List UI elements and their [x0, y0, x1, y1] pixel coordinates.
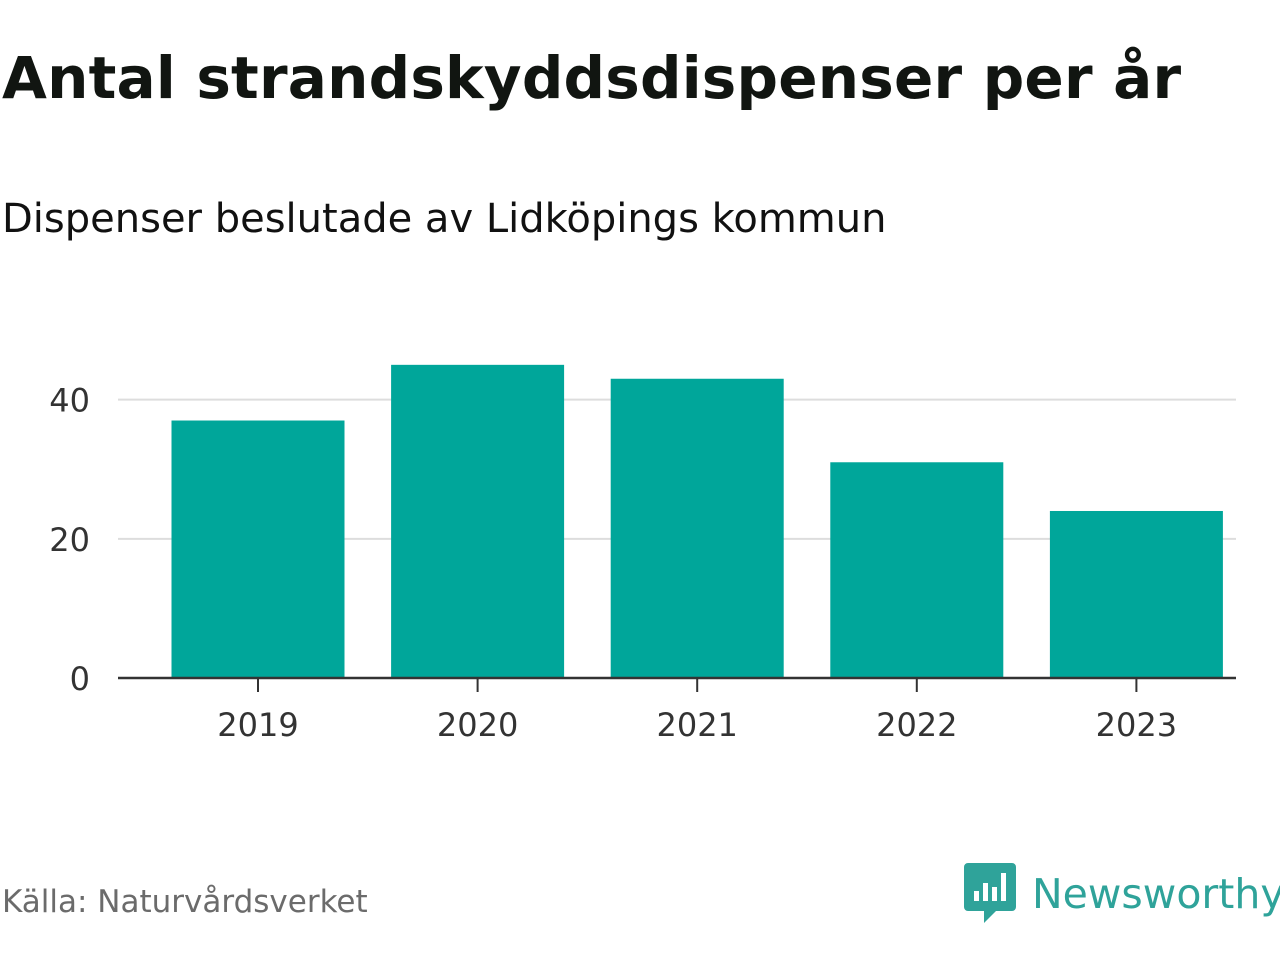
- y-tick-label: 0: [70, 660, 90, 698]
- chart-subtitle: Dispenser beslutade av Lidköpings kommun: [2, 196, 887, 242]
- bar-2020: [391, 364, 565, 678]
- bar-2019: [171, 420, 345, 678]
- bar-2022: [830, 462, 1004, 678]
- brand-logo: Newsworthy: [964, 862, 1280, 926]
- x-tick-label: 2020: [437, 706, 518, 744]
- x-tick-label: 2022: [876, 706, 957, 744]
- bar-2021: [610, 378, 784, 678]
- bars: [171, 364, 1223, 678]
- source-note: Källa: Naturvårdsverket: [2, 884, 368, 920]
- y-tick-label: 40: [49, 382, 90, 420]
- x-tick-label: 2019: [217, 706, 298, 744]
- newsworthy-logo-icon: [964, 863, 1016, 923]
- bar-2023: [1049, 510, 1223, 678]
- x-tick-label: 2021: [656, 706, 737, 744]
- y-tick-label: 20: [49, 521, 90, 559]
- brand-name: Newsworthy: [1032, 870, 1280, 918]
- chart-title: Antal strandskyddsdispenser per år: [2, 44, 1182, 112]
- x-tick-label: 2023: [1096, 706, 1177, 744]
- axes: 0 20 40 2019 2020 2021 2022 2023: [49, 382, 1236, 744]
- bar-chart: 0 20 40 2019 2020 2021 2022 2023: [49, 364, 1236, 744]
